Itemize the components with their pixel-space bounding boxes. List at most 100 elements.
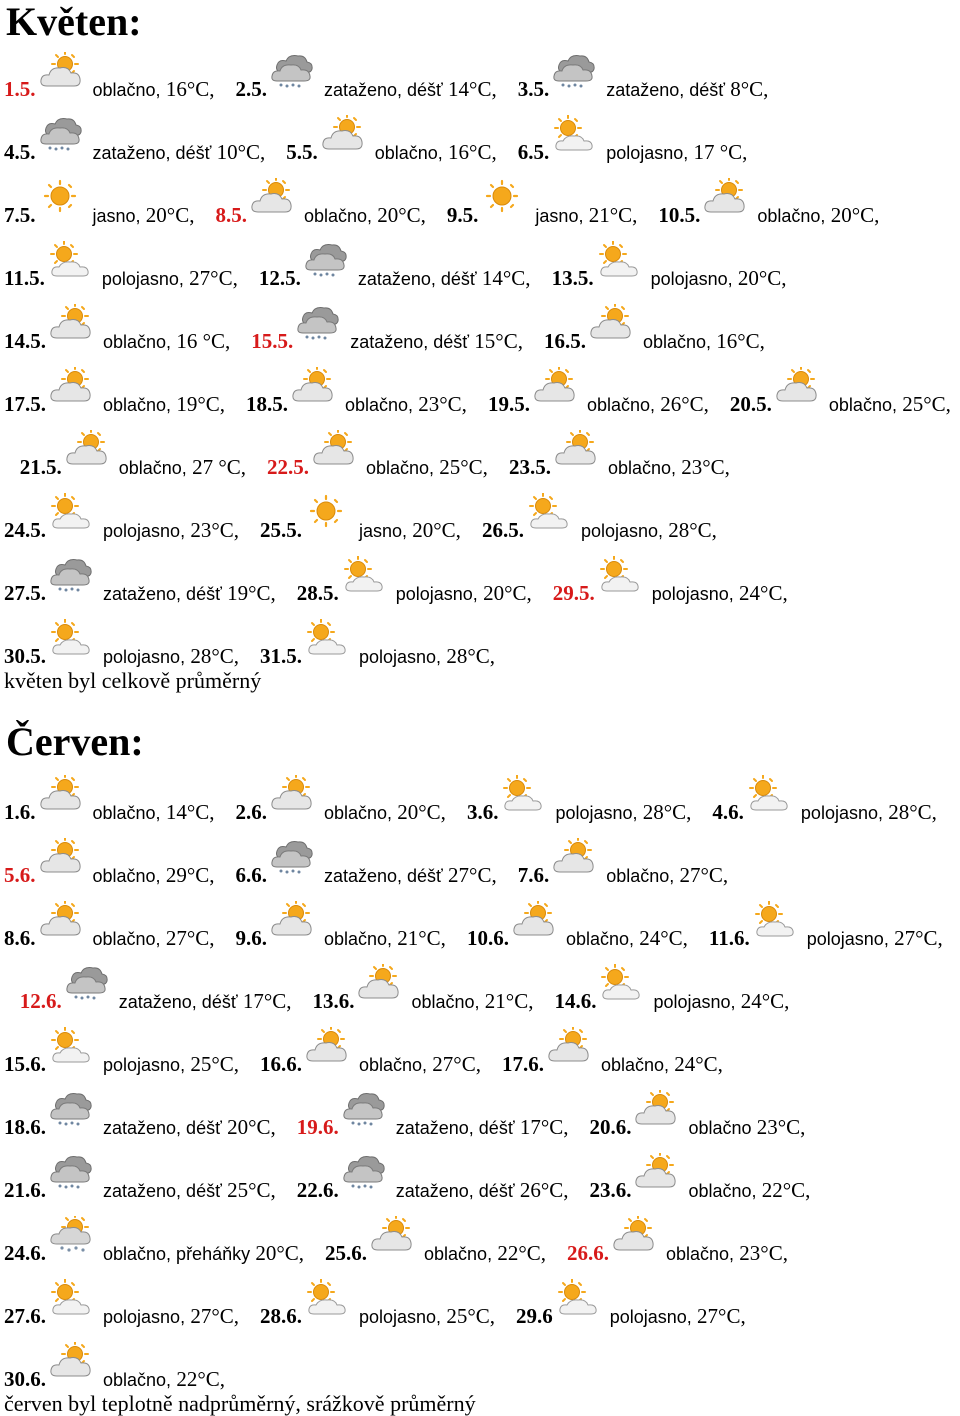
partly-sunny-icon xyxy=(555,1278,599,1315)
day-entry: 11.6. polojasno, 27°C, xyxy=(709,900,943,950)
day-entry: 26.6. oblačno, 23°C, xyxy=(567,1214,788,1265)
day-date: 27.5. xyxy=(4,581,46,605)
cloudy-sun-icon xyxy=(511,899,555,937)
weather-condition: polojasno, xyxy=(358,1307,442,1327)
temperature: 27°C, xyxy=(448,863,497,887)
temperature: 27°C, xyxy=(189,266,238,290)
cloudy-sun-icon xyxy=(551,836,595,874)
weather-condition: oblačno, xyxy=(600,1055,670,1075)
day-date: 14.5. xyxy=(4,329,46,353)
day-entry: 22.6. zataženo, déšť 26°C, xyxy=(297,1156,568,1202)
temperature: 25°C, xyxy=(902,392,951,416)
temperature: 23°C, xyxy=(739,1241,788,1265)
day-date: 9.5. xyxy=(446,203,479,227)
temperature: 16 °C, xyxy=(176,329,231,353)
overcast-rain-icon xyxy=(48,1153,92,1189)
partly-sunny-icon xyxy=(597,555,641,592)
weather-condition: zataženo, déšť xyxy=(357,269,477,289)
temperature: 27°C, xyxy=(679,863,729,887)
cloudy-sun-icon xyxy=(38,899,82,937)
weather-condition: oblačno, xyxy=(92,803,161,823)
temperature: 10°C, xyxy=(216,140,266,164)
day-date: 17.5. xyxy=(4,392,46,416)
day-entry: 29.5. polojasno, 24°C, xyxy=(553,555,788,605)
day-date: 7.6. xyxy=(517,863,550,887)
day-date: 8.5. xyxy=(215,203,247,227)
day-date: 21.6. xyxy=(4,1178,46,1202)
cloudy-sun-icon xyxy=(356,962,400,1000)
weather-condition: oblačno, xyxy=(828,395,897,415)
day-entry: 9.6. oblačno, 21°C, xyxy=(235,899,446,950)
day-entry: 17.5. oblačno, 19°C, xyxy=(4,365,225,416)
weather-condition: jasno, xyxy=(358,521,408,541)
weather-condition: polojasno, xyxy=(358,647,442,667)
day-entry: 11.5. polojasno, 27°C, xyxy=(4,240,238,290)
entry-list: 1.6. oblačno, 14°C, 2.6. oblačno, 20°C, 3.… xyxy=(4,773,956,1405)
temperature: 15°C, xyxy=(474,329,523,353)
day-date: 4.5. xyxy=(4,140,36,164)
temperature: 24°C, xyxy=(739,581,788,605)
day-date: 7.5. xyxy=(4,203,36,227)
day-entry: 19.5. oblačno, 26°C, xyxy=(487,365,709,416)
cloudy-sun-icon xyxy=(269,899,313,937)
partly-sunny-icon xyxy=(500,774,544,811)
weather-condition: polojasno, xyxy=(103,1307,186,1327)
cloudy-sun-icon xyxy=(38,50,82,88)
day-date: 28.6. xyxy=(259,1304,302,1328)
weather-condition: polojasno, xyxy=(103,1055,186,1075)
day-entry: 29.6 polojasno, 27°C, xyxy=(516,1278,746,1328)
day-entry: 31.5. polojasno, 28°C, xyxy=(260,618,495,668)
temperature: 27 °C, xyxy=(192,455,246,479)
day-date: 6.5. xyxy=(517,140,550,164)
day-entry: 21.6. zataženo, déšť 25°C, xyxy=(4,1156,276,1202)
temperature: 14°C, xyxy=(448,77,497,101)
day-date: 3.5. xyxy=(517,77,550,101)
day-date: 19.5. xyxy=(487,392,530,416)
temperature: 28°C, xyxy=(190,644,239,668)
temperature: 21°C, xyxy=(397,926,446,950)
partly-sunny-icon xyxy=(304,1278,348,1315)
overcast-rain-icon xyxy=(64,964,108,1000)
day-entry: 1.6. oblačno, 14°C, xyxy=(4,773,214,824)
overcast-rain-icon xyxy=(303,241,347,277)
day-entry: 4.5. zataženo, déšť 10°C, xyxy=(4,118,266,164)
cloudy-sun-icon xyxy=(38,773,82,811)
day-entry: 24.5. polojasno, 23°C, xyxy=(4,492,239,542)
temperature: 20°C, xyxy=(145,203,195,227)
cloudy-sun-icon xyxy=(369,1214,413,1252)
day-entry: 3.6. polojasno, 28°C, xyxy=(466,774,691,824)
day-entry: 23.5. oblačno, 23°C, xyxy=(509,428,730,479)
day-entry: 25.6. oblačno, 22°C, xyxy=(325,1214,546,1265)
day-date: 16.5. xyxy=(543,329,586,353)
day-entry: 14.5. oblačno, 16 °C, xyxy=(4,302,231,353)
weather-condition: polojasno, xyxy=(650,269,733,289)
day-date: 5.6. xyxy=(4,863,36,887)
day-date: 18.5. xyxy=(245,392,288,416)
overcast-rain-icon xyxy=(269,52,313,88)
cloudy-sun-icon xyxy=(290,365,334,403)
entry-list: 1.5. oblačno, 16°C, 2.5. zataženo, déšť 14… xyxy=(4,50,956,682)
temperature: 27°C, xyxy=(697,1304,746,1328)
day-entry: 13.5. polojasno, 20°C, xyxy=(552,240,787,290)
cloudy-sun-icon xyxy=(633,1088,677,1126)
weather-condition: zataženo, déšť xyxy=(323,80,443,100)
day-entry: 15.6. polojasno, 25°C, xyxy=(4,1026,239,1076)
weather-condition: polojasno, xyxy=(101,269,184,289)
day-date: 23.6. xyxy=(589,1178,632,1202)
weather-condition: oblačno, xyxy=(103,1370,172,1390)
day-entry: 18.6. zataženo, déšť 20°C, xyxy=(4,1093,276,1139)
temperature: 22°C, xyxy=(761,1178,811,1202)
day-entry: 2.5. zataženo, déšť 14°C, xyxy=(235,55,497,101)
showers-icon xyxy=(48,1213,92,1252)
day-date: 3.6. xyxy=(466,800,499,824)
weather-condition: polojasno, xyxy=(653,992,736,1012)
weather-condition: oblačno, xyxy=(92,80,161,100)
temperature: 26°C, xyxy=(660,392,709,416)
cloudy-sun-icon xyxy=(269,773,313,811)
weather-condition: oblačno, xyxy=(565,929,634,949)
cloudy-sun-icon xyxy=(532,365,576,403)
weather-condition: oblačno, xyxy=(411,992,480,1012)
cloudy-sun-icon xyxy=(311,428,355,466)
cloudy-sun-icon xyxy=(48,365,92,403)
weather-condition: oblačno, xyxy=(688,1181,757,1201)
